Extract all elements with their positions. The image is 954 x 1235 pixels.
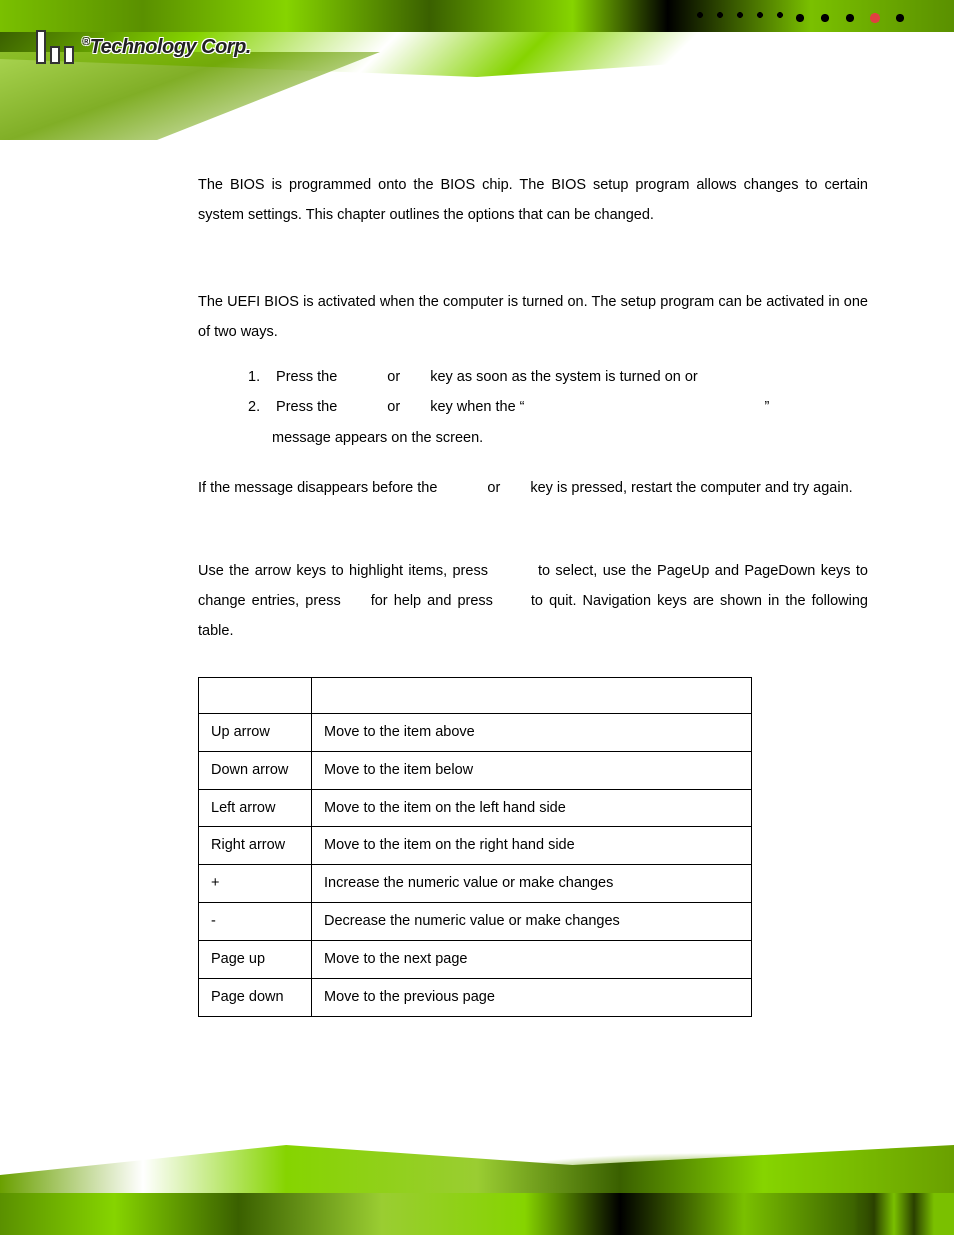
- table-row: -Decrease the numeric value or make chan…: [199, 903, 752, 941]
- table-row: Page upMove to the next page: [199, 940, 752, 978]
- step-2-continuation: message appears on the screen.: [272, 423, 868, 453]
- uefi-intro-paragraph: The UEFI BIOS is activated when the comp…: [198, 287, 868, 348]
- table-header-row: [199, 677, 752, 713]
- footer-swoosh-graphic: [0, 1095, 954, 1195]
- retry-paragraph: If the message disappears before theorke…: [198, 473, 868, 503]
- table-row: Right arrowMove to the item on the right…: [199, 827, 752, 865]
- footer-circuit-strip: [0, 1193, 954, 1235]
- table-row: Up arrowMove to the item above: [199, 713, 752, 751]
- table-row: +Increase the numeric value or make chan…: [199, 865, 752, 903]
- logo-bars-icon: [36, 30, 74, 64]
- table-row: Page downMove to the previous page: [199, 978, 752, 1016]
- table-header-key: [199, 677, 312, 713]
- table-row: Down arrowMove to the item below: [199, 751, 752, 789]
- step-2: 2. Press theorkey when the “”: [248, 392, 868, 422]
- header-decorative-band: ®Technology Corp.: [0, 0, 954, 140]
- logo-text: ®Technology Corp.: [82, 36, 251, 59]
- navigation-keys-table: Up arrowMove to the item above Down arro…: [198, 677, 752, 1017]
- table-header-function: [312, 677, 752, 713]
- navigation-paragraph: Use the arrow keys to highlight items, p…: [198, 556, 868, 647]
- intro-paragraph: The BIOS is programmed onto the BIOS chi…: [198, 170, 868, 231]
- page-content: The BIOS is programmed onto the BIOS chi…: [198, 170, 868, 1017]
- table-row: Left arrowMove to the item on the left h…: [199, 789, 752, 827]
- brand-logo: ®Technology Corp.: [36, 30, 251, 64]
- activation-steps-list: 1. Press theorkey as soon as the system …: [248, 362, 868, 453]
- footer-decorative-band: [0, 1095, 954, 1235]
- step-1: 1. Press theorkey as soon as the system …: [248, 362, 868, 392]
